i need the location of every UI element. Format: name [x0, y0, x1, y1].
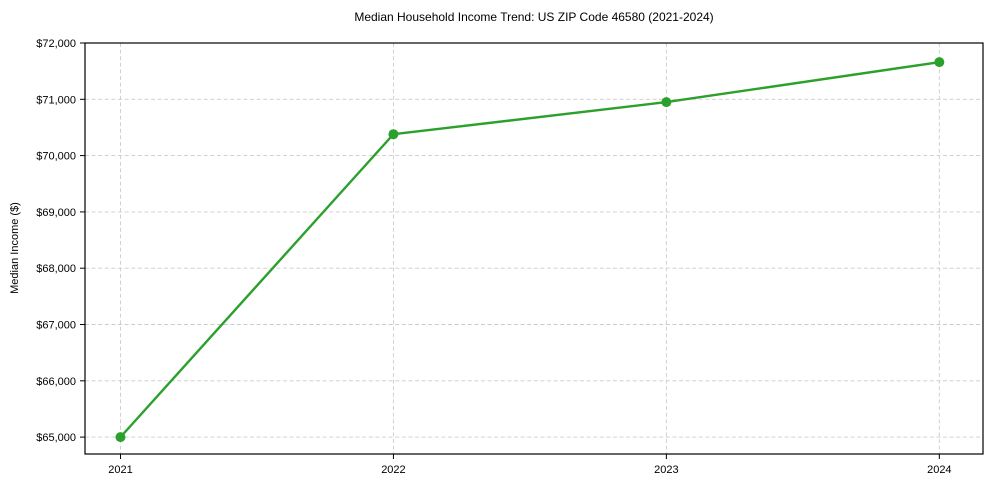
plot-border — [84, 42, 984, 455]
y-tick-label: $65,000 — [36, 432, 76, 444]
x-tick-label: 2021 — [108, 464, 132, 476]
y-tick-label: $70,000 — [36, 151, 76, 163]
y-tick-label: $67,000 — [36, 320, 76, 332]
data-point — [388, 129, 399, 140]
data-point — [661, 97, 672, 108]
y-tick-label: $72,000 — [36, 38, 76, 50]
y-tick-label: $69,000 — [36, 207, 76, 219]
x-tick-label: 2024 — [927, 464, 951, 476]
x-tick-label: 2023 — [654, 464, 678, 476]
y-tick-label: $66,000 — [36, 376, 76, 388]
y-tick-label: $68,000 — [36, 263, 76, 275]
data-point — [934, 57, 945, 68]
data-line — [119, 60, 941, 439]
y-tick-label: $71,000 — [36, 94, 76, 106]
data-point — [115, 432, 126, 443]
chart-title: Median Household Income Trend: US ZIP Co… — [354, 10, 714, 24]
x-tick-label: 2022 — [381, 464, 405, 476]
